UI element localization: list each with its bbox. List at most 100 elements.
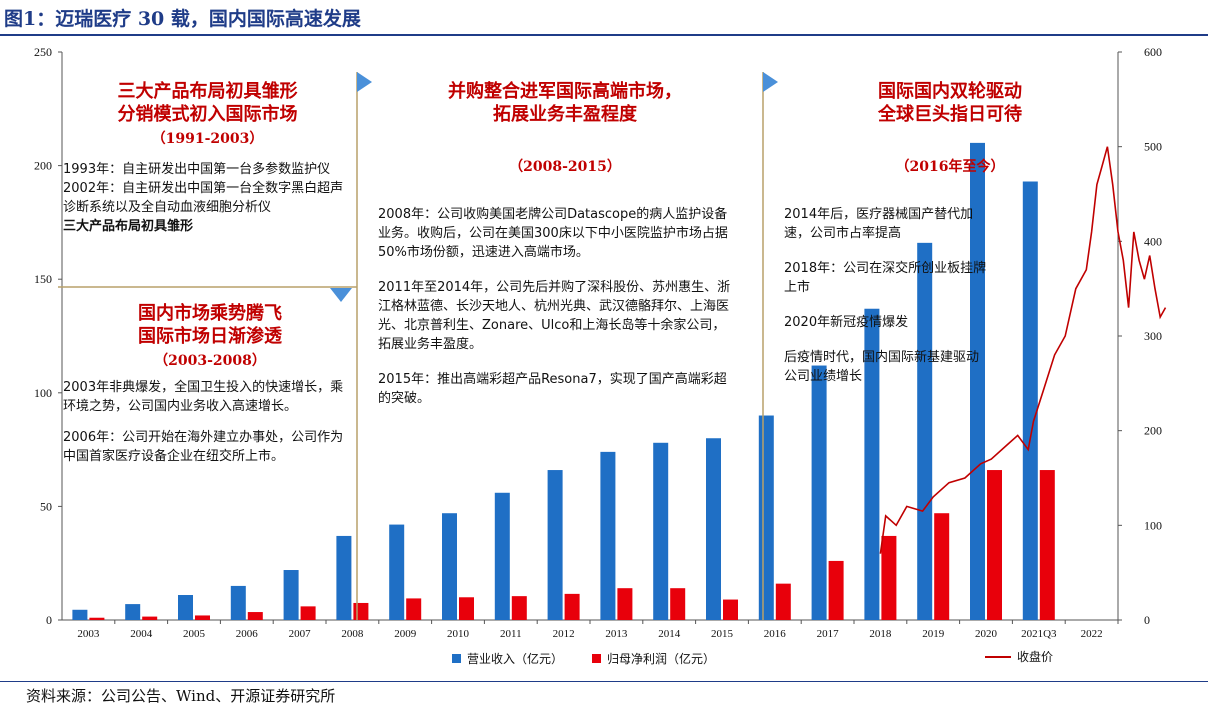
phase4-years-box: （2016年至今）: [800, 154, 1100, 176]
profit-bar: [775, 583, 791, 620]
legend-label: 营业收入（亿元）: [467, 652, 564, 666]
phase4-item: 2014年后，医疗器械国产替代加速，公司市占率提高: [784, 207, 974, 241]
x-tick-label: 2012: [553, 628, 575, 640]
revenue-bar: [547, 470, 563, 620]
profit-bar: [617, 588, 633, 620]
x-tick-label: 2006: [236, 628, 259, 640]
revenue-bar: [178, 595, 193, 620]
x-tick-label: 2018: [869, 628, 892, 640]
revenue-bar: [336, 535, 352, 620]
legend-swatch-blue: [452, 654, 461, 663]
revenue-bar: [970, 142, 985, 620]
price-line: [879, 146, 1167, 554]
phase1-heading: 三大产品布局初具雏形 分销模式初入国际市场 （1991-2003）: [70, 80, 345, 148]
figure-title: 图1：迈瑞医疗 30 载，国内国际高速发展: [4, 8, 361, 30]
right-tick-label: 0: [1144, 613, 1150, 627]
profit-bar: [247, 612, 263, 620]
phase3-years: （2008-2015）: [509, 159, 621, 175]
phase3-item: 2015年：推出高端彩超产品Resona7，实现了国产高端彩超的突破。: [378, 372, 727, 406]
phase1-item: 三大产品布局初具雏形: [63, 219, 194, 234]
phase2-heading: 国内市场乘势腾飞 国际市场日渐渗透 （2003-2008）: [70, 302, 350, 370]
profit-bar: [353, 602, 369, 620]
profit-bar: [195, 615, 210, 620]
profit-bar: [89, 617, 105, 620]
right-tick-label: 400: [1144, 234, 1162, 248]
profit-bar: [670, 588, 686, 620]
x-tick-label: 2009: [394, 628, 417, 640]
phase2-years: （2003-2008）: [154, 353, 266, 369]
left-tick-label: 50: [40, 499, 52, 513]
profit-bar: [881, 535, 897, 620]
phase4-item: 2018年：公司在深交所创业板挂牌上市: [784, 261, 987, 295]
right-tick-label: 100: [1144, 518, 1162, 532]
revenue-bar: [600, 451, 616, 620]
left-tick-label: 200: [34, 159, 52, 173]
phase3-text: 2008年：公司收购美国老牌公司Datascope的病人监护设备业务。收购后，公…: [378, 205, 736, 408]
x-tick-label: 2019: [922, 628, 945, 640]
phase-marker-triangle: [357, 72, 372, 92]
phase4-heading-line2: 全球巨头指日可待: [878, 104, 1022, 125]
x-tick-label: 2014: [658, 628, 681, 640]
profit-bar: [406, 598, 422, 620]
profit-bar: [511, 596, 527, 620]
phase1-years: （1991-2003）: [151, 131, 264, 147]
left-tick-label: 150: [34, 272, 52, 286]
revenue-bar: [283, 570, 299, 620]
chart-canvas: 0 50 100 150 200 250 0 100 200 300 400 500 600 2003 20…: [34, 45, 1167, 640]
legend-swatch-red: [592, 654, 601, 663]
phase-marker-triangle: [330, 288, 352, 302]
revenue-bar: [389, 524, 405, 620]
phase2-heading-line1: 国内市场乘势腾飞: [138, 303, 282, 324]
phase2-item: 2006年：公司开始在海外建立办事处，公司作为中国首家医疗设备企业在纽交所上市。: [63, 430, 344, 464]
x-tick-label: 2022: [1081, 628, 1103, 640]
profit-bar: [1039, 470, 1055, 620]
phase4-text: 2014年后，医疗器械国产替代加速，公司市占率提高 2018年：公司在深交所创业…: [784, 205, 989, 386]
revenue-bar: [1022, 181, 1038, 620]
left-tick-label: 100: [34, 386, 52, 400]
x-tick-label: 2010: [447, 628, 470, 640]
profit-bar: [142, 616, 158, 620]
source-note: 资料来源：公司公告、Wind、开源证券研究所: [26, 687, 336, 705]
profit-bar: [459, 597, 474, 620]
phase1-item: 2002年：自主研发出中国第一台全数字黑白超声诊断系统以及全自动血液细胞分析仪: [63, 181, 344, 215]
phase2-text: 2003年非典爆发，全国卫生投入的快速增长，乘环境之势，公司国内业务收入高速增长…: [63, 378, 349, 466]
revenue-bar: [125, 604, 141, 620]
right-tick-label: 200: [1144, 424, 1162, 438]
revenue-bar: [706, 438, 721, 620]
phase4-item: 2020年新冠疫情爆发: [784, 315, 909, 330]
phase1-item: 1993年：自主研发出中国第一台多参数监护仪: [63, 162, 331, 177]
phase2-item: 2003年非典爆发，全国卫生投入的快速增长，乘环境之势，公司国内业务收入高速增长…: [63, 380, 344, 414]
x-tick-label: 2015: [711, 628, 734, 640]
profit-bar: [723, 599, 738, 620]
phase4-item: 后疫情时代，国内国际新基建驱动公司业绩增长: [784, 350, 980, 384]
legend-label: 归母净利润（亿元）: [607, 652, 716, 666]
phase3-years-box: （2008-2015）: [395, 154, 735, 176]
x-tick-label: 2016: [764, 628, 787, 640]
left-tick-label: 250: [34, 45, 52, 59]
x-tick-label: 2021Q3: [1021, 628, 1057, 640]
legend-price: 收盘价: [985, 648, 1053, 665]
bottom-rule: [0, 681, 1208, 682]
phase2-heading-line2: 国际市场日渐渗透: [138, 326, 282, 347]
phase-marker-triangle: [763, 72, 778, 92]
x-tick-label: 2011: [500, 628, 522, 640]
profit-bar: [300, 606, 316, 620]
revenue-bar: [494, 492, 510, 620]
phase4-years: （2016年至今）: [895, 159, 1005, 175]
legend-label: 收盘价: [1017, 650, 1054, 664]
phase1-heading-line2: 分销模式初入国际市场: [117, 104, 298, 125]
revenue-bar: [442, 513, 457, 620]
phase1-heading-line1: 三大产品布局初具雏形: [117, 81, 298, 102]
right-tick-label: 300: [1144, 329, 1162, 343]
legend-line-red: [985, 655, 1011, 658]
phase4-heading-line1: 国际国内双轮驱动: [878, 81, 1022, 102]
legend-profit: 归母净利润（亿元）: [592, 650, 715, 667]
phase3-heading-line2: 拓展业务丰盈程度: [493, 104, 637, 125]
x-tick-label: 2004: [130, 628, 153, 640]
title-rule: [0, 34, 1208, 36]
revenue-bar: [758, 415, 774, 620]
profit-bar: [564, 593, 580, 620]
x-tick-label: 2005: [183, 628, 206, 640]
phase4-heading: 国际国内双轮驱动 全球巨头指日可待: [800, 80, 1100, 126]
legend-revenue: 营业收入（亿元）: [452, 650, 563, 667]
